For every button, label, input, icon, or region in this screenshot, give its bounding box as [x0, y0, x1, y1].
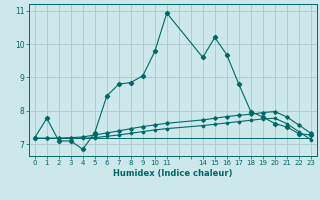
X-axis label: Humidex (Indice chaleur): Humidex (Indice chaleur) — [113, 169, 233, 178]
